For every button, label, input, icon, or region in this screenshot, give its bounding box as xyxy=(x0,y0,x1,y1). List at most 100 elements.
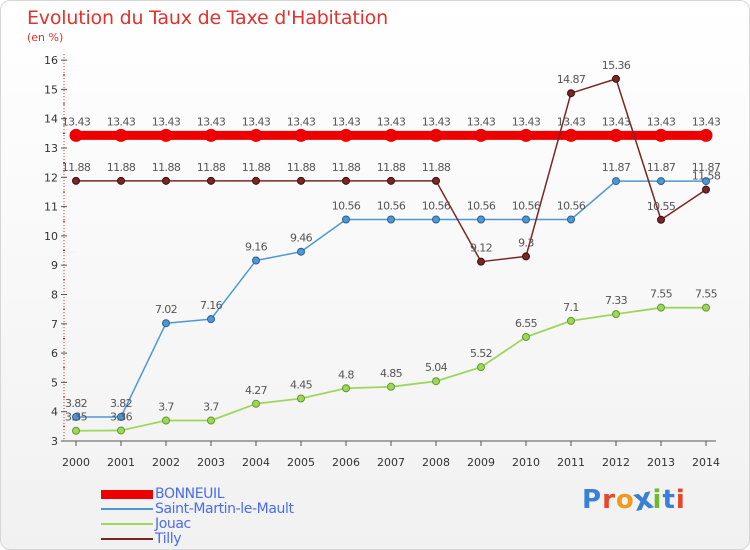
legend-label: Tilly xyxy=(155,531,182,547)
series-points xyxy=(69,74,713,435)
data-point xyxy=(519,128,533,142)
data-point xyxy=(342,384,350,393)
data-label: 10.56 xyxy=(422,199,451,212)
data-label: 7.1 xyxy=(563,301,579,314)
data-label: 11.88 xyxy=(422,161,451,174)
data-point xyxy=(702,303,710,312)
data-label: 13.43 xyxy=(512,115,541,128)
data-label: 10.56 xyxy=(512,199,541,212)
x-tick-label: 2014 xyxy=(692,456,720,469)
data-point xyxy=(657,177,665,186)
data-label: 7.55 xyxy=(650,288,673,301)
data-label: 13.43 xyxy=(332,115,361,128)
data-label: 11.88 xyxy=(62,161,91,174)
y-tick-label: 10 xyxy=(44,230,58,243)
data-point xyxy=(612,310,620,319)
data-label: 11.88 xyxy=(152,161,181,174)
x-tick-label: 2001 xyxy=(107,456,135,469)
data-point xyxy=(387,382,395,391)
data-label: 3.36 xyxy=(110,410,133,423)
legend-label: Saint-Martin-le-Mault xyxy=(155,501,294,517)
data-label: 14.87 xyxy=(557,73,586,86)
data-label: 6.55 xyxy=(515,317,538,330)
x-tick-label: 2013 xyxy=(647,456,675,469)
x-tick-label: 2003 xyxy=(197,456,225,469)
data-point xyxy=(432,215,440,224)
data-label: 13.43 xyxy=(422,115,451,128)
data-point xyxy=(252,256,260,265)
data-point xyxy=(432,377,440,386)
data-label: 5.04 xyxy=(425,361,448,374)
x-tick-label: 2005 xyxy=(287,456,315,469)
x-tick-label: 2006 xyxy=(332,456,360,469)
data-point xyxy=(522,215,530,224)
x-tick-label: 2010 xyxy=(512,456,540,469)
y-tick-label: 13 xyxy=(44,142,58,155)
data-label: 3.7 xyxy=(158,400,174,413)
data-label: 4.27 xyxy=(245,384,268,397)
data-point xyxy=(297,247,305,256)
data-label: 15.36 xyxy=(602,59,631,72)
y-tick-label: 14 xyxy=(44,113,58,126)
data-label: 11.88 xyxy=(287,161,316,174)
data-label: 13.43 xyxy=(242,115,271,128)
data-point xyxy=(432,176,440,185)
data-point xyxy=(477,215,485,224)
chart-title: Evolution du Taux de Taxe d'Habitation xyxy=(27,7,388,29)
data-point xyxy=(252,399,260,408)
data-point xyxy=(702,177,710,186)
data-label: 5.52 xyxy=(470,347,492,360)
data-point xyxy=(297,176,305,185)
data-label: 10.56 xyxy=(557,199,586,212)
data-point xyxy=(522,332,530,341)
data-label: 11.87 xyxy=(647,161,676,174)
data-point xyxy=(384,128,398,142)
data-label: 11.87 xyxy=(602,161,631,174)
axes: 3 4 5 6 7 8 9 10 11 12 13 14 15 16 2000 2001 2002 2003 200… xyxy=(44,54,720,469)
data-label: 10.56 xyxy=(377,199,406,212)
data-point xyxy=(657,215,665,224)
data-label: 13.43 xyxy=(107,115,136,128)
y-tick-label: 3 xyxy=(51,435,58,448)
data-point xyxy=(207,416,215,425)
data-point xyxy=(252,176,260,185)
logo-letter: t xyxy=(662,485,676,515)
data-point xyxy=(207,315,215,324)
data-point xyxy=(522,252,530,261)
data-point xyxy=(117,426,125,435)
logo-letter: P xyxy=(582,485,603,515)
data-label: 11.88 xyxy=(332,161,361,174)
data-label: 4.8 xyxy=(338,368,354,381)
data-point xyxy=(114,128,128,142)
y-tick-label: 15 xyxy=(44,83,58,96)
data-label: 13.43 xyxy=(467,115,496,128)
data-label: 3.7 xyxy=(203,400,219,413)
data-label: 11.88 xyxy=(377,161,406,174)
data-point xyxy=(294,128,308,142)
data-label: 7.02 xyxy=(155,303,177,316)
data-label: 11.88 xyxy=(107,161,136,174)
data-label: 13.43 xyxy=(647,115,676,128)
legend-swatch xyxy=(101,538,153,540)
data-label: 13.43 xyxy=(557,115,586,128)
data-label: 9.12 xyxy=(470,242,492,255)
data-label: 7.55 xyxy=(695,288,718,301)
proxiti-logo: Proxiti xyxy=(582,481,686,519)
data-point xyxy=(702,185,710,194)
data-point xyxy=(72,412,80,421)
data-point xyxy=(477,257,485,266)
data-point xyxy=(159,128,173,142)
data-point xyxy=(567,89,575,98)
data-label: 4.85 xyxy=(380,367,403,380)
data-point xyxy=(429,128,443,142)
data-label: 13.43 xyxy=(692,115,721,128)
logo-letter: r xyxy=(602,485,616,515)
logo-letter: i xyxy=(675,485,686,515)
data-point xyxy=(342,215,350,224)
data-point xyxy=(72,176,80,185)
data-label: 3.82 xyxy=(110,397,132,410)
data-point xyxy=(564,128,578,142)
data-point xyxy=(339,128,353,142)
unit-label: (en %) xyxy=(27,31,64,44)
data-point xyxy=(609,128,623,142)
